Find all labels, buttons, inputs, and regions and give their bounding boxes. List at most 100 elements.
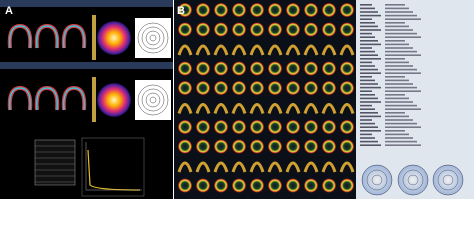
info-row xyxy=(360,104,372,107)
long-axis xyxy=(321,161,337,173)
slice xyxy=(249,119,265,135)
slice xyxy=(231,22,247,37)
slice xyxy=(213,119,229,135)
info-value xyxy=(385,140,417,143)
long-axis xyxy=(249,103,265,114)
info-row xyxy=(360,112,378,114)
info-row xyxy=(360,79,375,82)
long-axis xyxy=(213,44,229,56)
long-axis xyxy=(285,161,301,173)
slice xyxy=(303,80,319,96)
slice xyxy=(195,22,211,37)
long-axis xyxy=(285,44,301,56)
polar-ring xyxy=(141,88,165,112)
slice xyxy=(231,139,247,154)
polar-ring xyxy=(371,174,383,186)
info-value xyxy=(385,76,405,78)
info-value xyxy=(385,97,409,100)
slice xyxy=(195,2,211,18)
info-row xyxy=(360,43,381,46)
info-row xyxy=(360,76,372,78)
horseshoe-inner xyxy=(62,87,86,111)
slice xyxy=(177,61,193,76)
info-value xyxy=(385,14,417,17)
slice xyxy=(195,178,211,193)
slice xyxy=(213,178,229,193)
info-row xyxy=(360,29,381,31)
slice xyxy=(303,178,319,193)
info-value xyxy=(385,90,421,92)
slice xyxy=(267,119,283,135)
slice xyxy=(177,178,193,193)
slice xyxy=(285,119,301,135)
slice xyxy=(213,61,229,76)
slice-grid xyxy=(177,2,355,193)
info-row xyxy=(360,144,381,146)
long-axis xyxy=(231,44,247,56)
bulls-eye xyxy=(97,21,131,55)
info-value xyxy=(385,40,405,42)
long-axis xyxy=(195,103,211,114)
bulls-eye xyxy=(97,83,131,117)
slice xyxy=(177,80,193,96)
long-axis xyxy=(339,103,355,114)
info-value xyxy=(385,108,421,110)
polar-ring xyxy=(137,84,169,116)
slice xyxy=(285,61,301,76)
slice xyxy=(249,139,265,154)
long-axis xyxy=(321,44,337,56)
polar-ring xyxy=(149,96,157,104)
info-value xyxy=(385,43,409,46)
panel-label: A xyxy=(5,5,13,17)
slice xyxy=(339,61,355,76)
panel-a-toolbar xyxy=(0,62,173,69)
info-value xyxy=(385,86,417,89)
horseshoe-inner xyxy=(62,25,86,49)
slice xyxy=(339,119,355,135)
scale-bar xyxy=(92,77,96,122)
slice xyxy=(303,139,319,154)
panel-label: B xyxy=(177,5,185,17)
panel-a-toolbar xyxy=(0,0,173,7)
curve-plot xyxy=(81,137,145,197)
polar-ring xyxy=(407,174,419,186)
polar-ring xyxy=(442,174,454,186)
long-axis xyxy=(177,103,193,114)
slice xyxy=(213,80,229,96)
info-value xyxy=(385,115,409,118)
info-value xyxy=(385,144,421,146)
info-value xyxy=(385,29,413,31)
info-row xyxy=(360,50,375,53)
info-value xyxy=(385,112,405,114)
info-row xyxy=(360,133,372,136)
slice xyxy=(249,178,265,193)
info-value xyxy=(385,101,413,103)
info-row xyxy=(360,40,378,42)
polar-ring xyxy=(145,30,161,46)
info-row xyxy=(360,94,375,96)
info-value xyxy=(385,130,405,132)
info-value xyxy=(385,79,409,82)
long-axis xyxy=(303,161,319,173)
info-row xyxy=(360,119,372,121)
polar-ring xyxy=(402,169,424,191)
polar-bg xyxy=(135,18,171,58)
slice xyxy=(267,2,283,18)
slice xyxy=(285,22,301,37)
info-value xyxy=(385,36,421,38)
slice xyxy=(303,61,319,76)
info-row xyxy=(360,65,375,67)
info-value xyxy=(385,83,413,85)
info-value xyxy=(385,65,413,67)
slice xyxy=(267,139,283,154)
info-row xyxy=(360,140,378,143)
slice xyxy=(195,119,211,135)
slice xyxy=(213,22,229,37)
long-axis xyxy=(195,161,211,173)
slice xyxy=(303,2,319,18)
polar-ring xyxy=(437,169,459,191)
horseshoe-inner xyxy=(35,25,59,49)
info-value xyxy=(385,104,417,107)
long-axis xyxy=(195,44,211,56)
slice xyxy=(231,80,247,96)
